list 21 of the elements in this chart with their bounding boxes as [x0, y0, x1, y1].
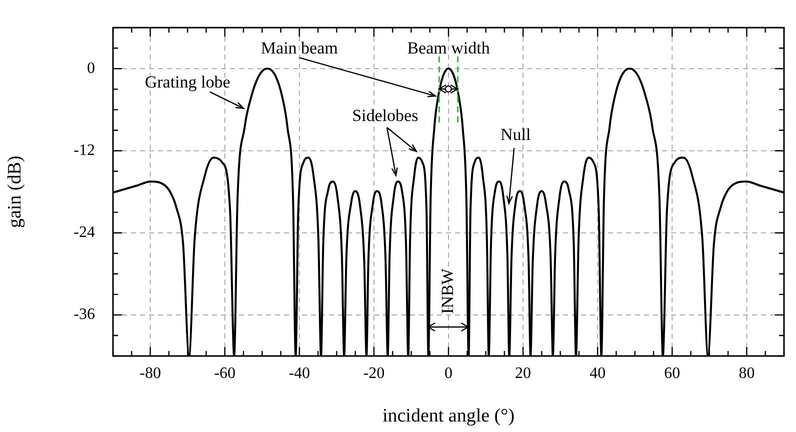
y-tick-label: -24	[74, 224, 95, 242]
annotation: Main beam	[260, 38, 338, 58]
annotation: Beam width	[407, 38, 490, 58]
y-tick-label: -12	[74, 142, 95, 159]
annotation: Sidelobes	[352, 106, 418, 126]
x-tick-label: 0	[444, 364, 452, 382]
x-tick-label: -60	[214, 364, 236, 382]
y-axis-title: gain (dB)	[4, 156, 26, 228]
x-tick-label: 60	[664, 364, 680, 382]
y-tick-label: -36	[74, 306, 95, 324]
y-tick-label: 0	[87, 60, 95, 77]
x-axis-title: incident angle (°)	[382, 406, 515, 427]
x-tick-label: 40	[590, 364, 606, 382]
annotation: INBW	[438, 268, 457, 314]
annotation: Grating lobe	[144, 72, 230, 92]
x-tick-label: -40	[288, 364, 310, 382]
x-tick-label: -20	[363, 364, 385, 382]
x-tick-label: 20	[515, 364, 532, 382]
annotation: Null	[500, 125, 531, 144]
x-tick-label: -80	[140, 364, 161, 382]
x-tick-label: 80	[738, 364, 755, 382]
